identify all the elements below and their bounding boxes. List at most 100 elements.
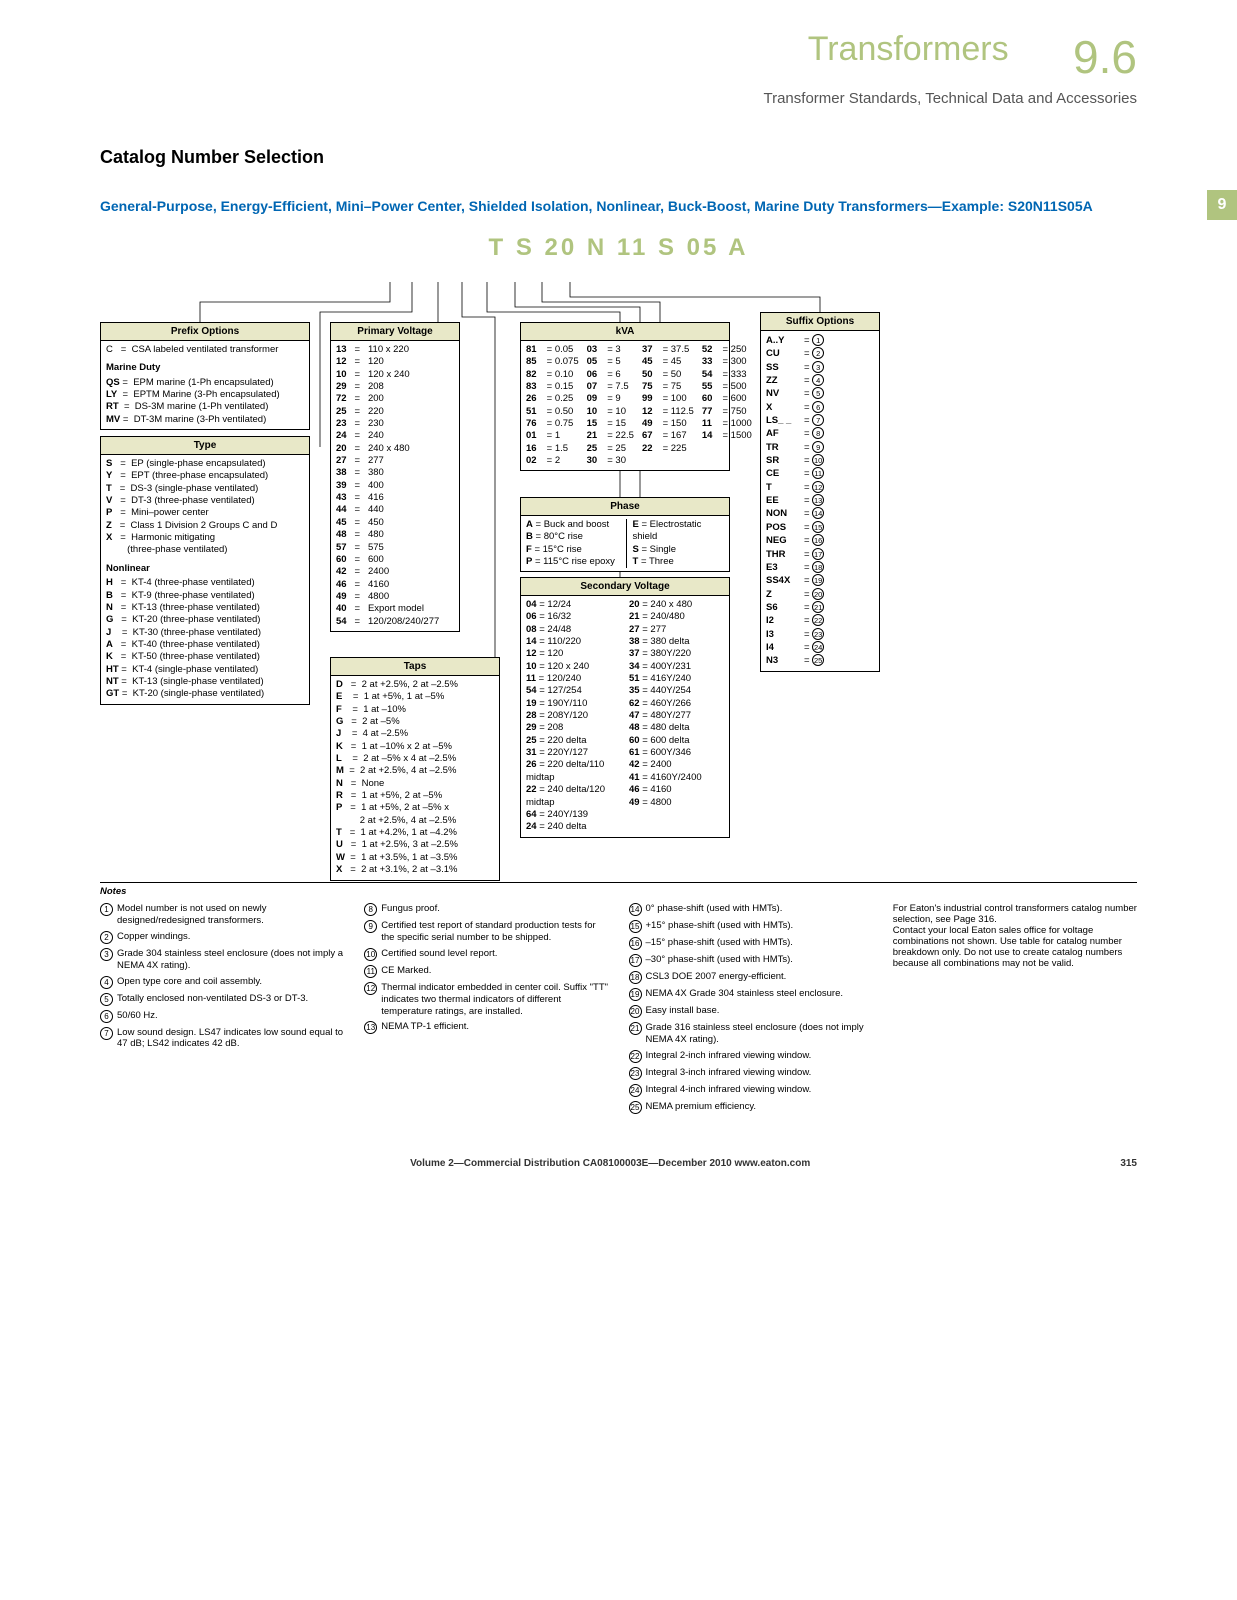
marine-duty-hdr: Marine Duty [106,362,304,374]
taps-box: Taps D = 2 at +2.5%, 2 at –2.5%E = 1 at … [330,657,500,881]
note-item: 18CSL3 DOE 2007 energy-efficient. [629,971,873,984]
nonlinear-list: H = KT-4 (three-phase ventilated)B = KT-… [106,577,304,700]
list-item: Y = EPT (three-phase encapsulated) [106,470,304,482]
list-item: 99 = 100 [642,393,694,405]
list-item: 05 = 5 [587,356,634,368]
list-item: 21 = 22.5 [587,430,634,442]
list-item: A..Y= 1 [766,334,874,347]
list-item: 45 = 45 [642,356,694,368]
list-item: RT = DS-3M marine (1-Ph ventilated) [106,401,304,413]
list-item: 11 = 120/240 [526,673,621,685]
list-item: (three-phase ventilated) [106,544,304,556]
page-number: 315 [1120,1158,1137,1169]
list-item: I2= 22 [766,614,874,627]
primary-list: 13 = 110 x 22012 = 12010 = 120 x 24029 =… [331,341,459,631]
notes-col-4: For Eaton's industrial control transform… [893,903,1137,1118]
list-item: P = Mini–power center [106,507,304,519]
list-item: 54 = 127/254 [526,685,621,697]
list-item: W = 1 at +3.5%, 1 at –3.5% [336,852,494,864]
list-item: 15 = 15 [587,418,634,430]
list-item: X= 6 [766,401,874,414]
list-item: MV = DT-3M marine (3-Ph ventilated) [106,414,304,426]
list-item: 51 = 416Y/240 [629,673,724,685]
list-item: 38 = 380 delta [629,636,724,648]
list-item: 55 = 500 [702,381,752,393]
list-item: E = 1 at +5%, 1 at –5% [336,691,494,703]
suffix-box: Suffix Options A..Y= 1CU= 2SS= 3ZZ= 4NV=… [760,312,880,672]
sv-left: 04 = 12/2406 = 16/3208 = 24/4814 = 110/2… [526,599,621,834]
list-item: 45 = 450 [336,517,454,529]
list-item: F = 1 at –10% [336,704,494,716]
list-item: 77 = 750 [702,406,752,418]
list-item: N = None [336,778,494,790]
list-item: P = 115°C rise epoxy [526,556,618,568]
prefix-c: C = CSA labeled ventilated transformer [106,344,304,356]
list-item: 03 = 3 [587,344,634,356]
list-item: 64 = 240Y/139 [526,809,621,821]
list-item: Z = Class 1 Division 2 Groups C and D [106,520,304,532]
list-item: T= 12 [766,481,874,494]
list-item: TR= 9 [766,441,874,454]
list-item: 49 = 150 [642,418,694,430]
list-item: S6= 21 [766,601,874,614]
notes-col-3: 140° phase-shift (used with HMTs). 15+15°… [629,903,873,1118]
list-item: A = KT-40 (three-phase ventilated) [106,639,304,651]
list-item: 50 = 50 [642,369,694,381]
suffix-title: Suffix Options [761,313,879,331]
list-item: 54 = 333 [702,369,752,381]
kva-box: kVA 81 = 0.0585 = 0.07582 = 0.1083 = 0.1… [520,322,730,471]
list-item: 41 = 4160Y/2400 [629,772,724,784]
list-item: 25 = 25 [587,443,634,455]
list-item: THR= 17 [766,548,874,561]
list-item: 14 = 110/220 [526,636,621,648]
phase-title: Phase [521,498,729,516]
note-item: 650/60 Hz. [100,1010,344,1023]
list-item: 06 = 16/32 [526,611,621,623]
list-item: 33 = 300 [702,356,752,368]
list-item: CU= 2 [766,347,874,360]
nonlinear-hdr: Nonlinear [106,563,304,575]
list-item: T = DS-3 (single-phase ventilated) [106,483,304,495]
list-item: 12 = 120 [336,356,454,368]
primary-title: Primary Voltage [331,323,459,341]
list-item: 49 = 4800 [629,797,724,809]
list-item: 52 = 250 [702,344,752,356]
list-item: 76 = 0.75 [526,418,579,430]
prefix-options-box: Prefix Options C = CSA labeled ventilate… [100,322,310,430]
note-item: 25NEMA premium efficiency. [629,1101,873,1114]
list-item: 42 = 2400 [629,759,724,771]
taps-list: D = 2 at +2.5%, 2 at –2.5%E = 1 at +5%, … [331,676,499,880]
list-item: 20 = 240 x 480 [629,599,724,611]
list-item: 61 = 600Y/346 [629,747,724,759]
phase-left: A = Buck and boostB = 80°C riseF = 15°C … [526,519,618,568]
header-subtitle: Transformer Standards, Technical Data an… [100,90,1137,107]
list-item: 06 = 6 [587,369,634,381]
header-section-number: 9.6 [1073,30,1137,84]
note-item: 16–15° phase-shift (used with HMTs). [629,937,873,950]
list-item: G = KT-20 (three-phase ventilated) [106,614,304,626]
type-list: S = EP (single-phase encapsulated)Y = EP… [106,458,304,557]
type-title: Type [101,437,309,455]
list-item: 57 = 575 [336,542,454,554]
list-item: 54 = 120/208/240/277 [336,616,454,628]
list-item: 60 = 600 delta [629,735,724,747]
notes-header: Notes [100,882,1137,897]
list-item: 60 = 600 [336,554,454,566]
list-item: 23 = 230 [336,418,454,430]
note-item: 21Grade 316 stainless steel enclosure (d… [629,1022,873,1046]
phase-right: E = Electrostatic shieldS = SingleT = Th… [626,519,725,568]
note-item: 2Copper windings. [100,931,344,944]
primary-voltage-box-wrap: Primary Voltage 13 = 110 x 22012 = 12010… [330,322,460,638]
note-item: 140° phase-shift (used with HMTs). [629,903,873,916]
list-item: 07 = 7.5 [587,381,634,393]
list-item: 09 = 9 [587,393,634,405]
list-item: A = Buck and boost [526,519,618,531]
list-item: M = 2 at +2.5%, 4 at –2.5% [336,765,494,777]
note-item: 15+15° phase-shift (used with HMTs). [629,920,873,933]
note-item: 11CE Marked. [364,965,608,978]
list-item: 72 = 200 [336,393,454,405]
list-item: N = KT-13 (three-phase ventilated) [106,602,304,614]
secondary-title: Secondary Voltage [521,578,729,596]
list-item: NT = KT-13 (single-phase ventilated) [106,676,304,688]
list-item: 30 = 30 [587,455,634,467]
